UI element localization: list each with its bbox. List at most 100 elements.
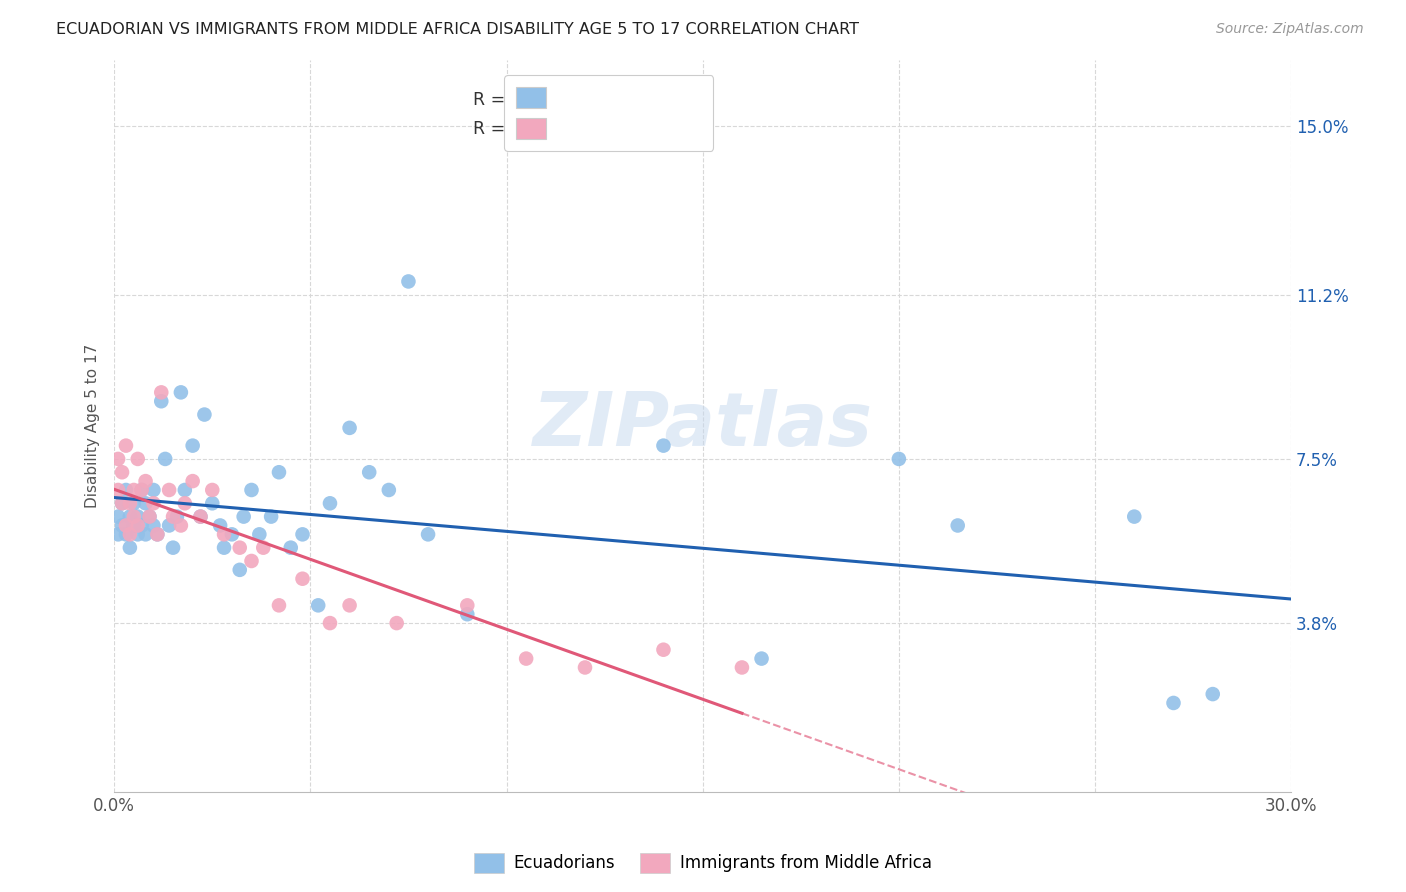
Point — [162, 509, 184, 524]
Point — [142, 483, 165, 497]
Point — [201, 483, 224, 497]
Point — [170, 385, 193, 400]
Point — [652, 439, 675, 453]
Point — [1123, 509, 1146, 524]
Point — [212, 527, 235, 541]
Text: ZIPatlas: ZIPatlas — [533, 389, 873, 462]
Point — [247, 527, 270, 541]
Point — [122, 496, 145, 510]
Point — [111, 496, 134, 510]
Point — [731, 660, 754, 674]
Point — [135, 527, 157, 541]
Point — [193, 408, 215, 422]
Point — [131, 483, 153, 497]
Point — [221, 527, 243, 541]
Point — [229, 563, 252, 577]
Point — [240, 483, 263, 497]
Point — [291, 527, 314, 541]
Point — [118, 509, 141, 524]
Point — [138, 509, 160, 524]
Point — [252, 541, 274, 555]
Point — [135, 496, 157, 510]
Point — [150, 385, 173, 400]
Point — [240, 554, 263, 568]
Point — [157, 483, 180, 497]
Point — [111, 465, 134, 479]
Point — [111, 496, 134, 510]
Point — [107, 483, 129, 497]
Point — [118, 541, 141, 555]
Point — [115, 439, 138, 453]
Point — [150, 394, 173, 409]
Point — [173, 483, 195, 497]
Point — [1202, 687, 1225, 701]
Point — [260, 509, 283, 524]
Legend:                             ,                             : , — [505, 75, 713, 151]
Point — [153, 451, 176, 466]
Text: -0.009: -0.009 — [509, 91, 571, 109]
Point — [456, 599, 478, 613]
Point — [127, 451, 149, 466]
Point — [267, 599, 290, 613]
Point — [359, 465, 381, 479]
Point — [138, 509, 160, 524]
Point — [173, 496, 195, 510]
Point — [652, 642, 675, 657]
Text: R =: R = — [474, 91, 510, 109]
Point — [142, 496, 165, 510]
Point — [398, 275, 420, 289]
Point — [307, 599, 329, 613]
Point — [1163, 696, 1185, 710]
Point — [319, 616, 342, 631]
Point — [135, 474, 157, 488]
Point — [111, 518, 134, 533]
Point — [115, 527, 138, 541]
Text: ECUADORIAN VS IMMIGRANTS FROM MIDDLE AFRICA DISABILITY AGE 5 TO 17 CORRELATION C: ECUADORIAN VS IMMIGRANTS FROM MIDDLE AFR… — [56, 22, 859, 37]
Point — [122, 483, 145, 497]
Point — [339, 421, 361, 435]
Point — [115, 518, 138, 533]
Point — [170, 518, 193, 533]
Point — [157, 518, 180, 533]
Point — [131, 483, 153, 497]
Text: Source: ZipAtlas.com: Source: ZipAtlas.com — [1216, 22, 1364, 37]
Point — [190, 509, 212, 524]
Point — [107, 451, 129, 466]
Point — [232, 509, 254, 524]
Point — [127, 509, 149, 524]
Point — [107, 527, 129, 541]
Point — [162, 541, 184, 555]
Point — [378, 483, 401, 497]
Point — [127, 518, 149, 533]
Text: R =: R = — [474, 120, 510, 138]
Point — [291, 572, 314, 586]
Point — [201, 496, 224, 510]
Text: 39: 39 — [603, 120, 627, 138]
Point — [127, 527, 149, 541]
Point — [456, 607, 478, 622]
Point — [339, 599, 361, 613]
Point — [122, 509, 145, 524]
Point — [181, 439, 204, 453]
Point — [146, 527, 169, 541]
Text: N =: N = — [555, 120, 606, 138]
Text: -0.104: -0.104 — [509, 120, 571, 138]
Point — [385, 616, 408, 631]
Point — [190, 509, 212, 524]
Text: 57: 57 — [603, 91, 627, 109]
Point — [122, 518, 145, 533]
Point — [146, 527, 169, 541]
Point — [416, 527, 439, 541]
Point — [887, 451, 910, 466]
Point — [574, 660, 596, 674]
Point — [229, 541, 252, 555]
Point — [131, 518, 153, 533]
Point — [166, 509, 188, 524]
Point — [280, 541, 302, 555]
Y-axis label: Disability Age 5 to 17: Disability Age 5 to 17 — [86, 343, 100, 508]
Point — [209, 518, 232, 533]
Point — [946, 518, 969, 533]
Legend: Ecuadorians, Immigrants from Middle Africa: Ecuadorians, Immigrants from Middle Afri… — [467, 847, 939, 880]
Point — [115, 483, 138, 497]
Point — [751, 651, 773, 665]
